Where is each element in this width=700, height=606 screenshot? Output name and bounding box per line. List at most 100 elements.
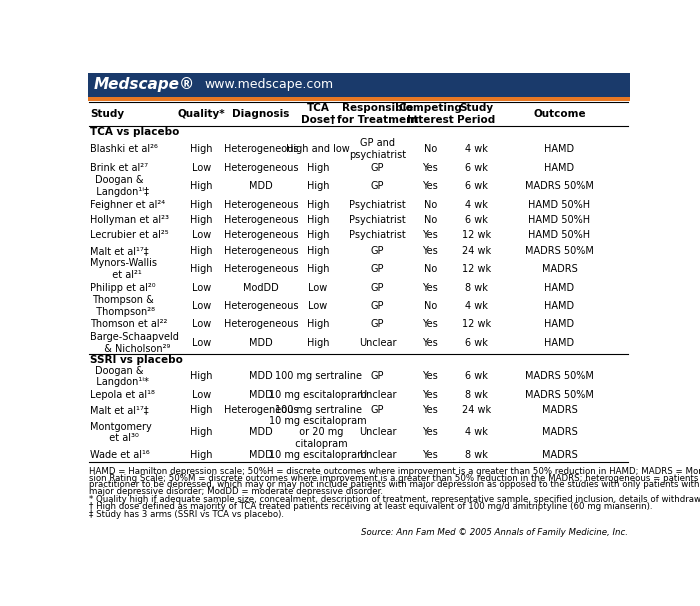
Text: ModDD: ModDD [243,282,279,293]
Text: 8 wk: 8 wk [465,450,488,459]
Text: Low: Low [192,338,211,348]
Text: HAMD: HAMD [545,338,575,348]
Text: major depressive disorder; ModDD = moderate depressive disorder.: major depressive disorder; ModDD = moder… [89,487,383,496]
Text: Yes: Yes [423,181,438,191]
Text: Malt et al¹⁷‡: Malt et al¹⁷‡ [90,246,149,256]
Text: 10 mg escitalopram
  or 20 mg
  citalopram: 10 mg escitalopram or 20 mg citalopram [270,416,367,449]
Text: Low: Low [192,301,211,311]
Text: MADRS: MADRS [542,427,578,438]
Text: High: High [307,162,329,173]
Text: Study
Period: Study Period [457,104,496,125]
Text: High: High [307,246,329,256]
Text: 10 mg escitalopram: 10 mg escitalopram [270,450,367,459]
Text: 12 wk: 12 wk [462,230,491,241]
Text: 6 wk: 6 wk [465,371,488,382]
Text: 4 wk: 4 wk [465,301,488,311]
Text: MADRS 50%M: MADRS 50%M [525,390,594,400]
Text: HAMD: HAMD [545,301,575,311]
Text: ‡ Study has 3 arms (SSRI vs TCA vs placebo).: ‡ Study has 3 arms (SSRI vs TCA vs place… [89,510,284,519]
Text: Low: Low [192,230,211,241]
Text: sion Rating Scale; 50%M = discrete outcomes where improvement is a greater than : sion Rating Scale; 50%M = discrete outco… [89,473,700,482]
Text: High: High [190,246,213,256]
Text: Source: Ann Fam Med © 2005 Annals of Family Medicine, Inc.: Source: Ann Fam Med © 2005 Annals of Fam… [361,528,629,538]
Text: High: High [307,199,329,210]
Text: High: High [190,427,213,438]
Text: HAMD: HAMD [545,282,575,293]
Text: Yes: Yes [423,246,438,256]
Text: Doogan &
  Langdon¹ⁱ‡: Doogan & Langdon¹ⁱ‡ [90,175,149,197]
Text: Thompson &
  Thompson²⁸: Thompson & Thompson²⁸ [90,295,155,317]
Text: No: No [424,301,437,311]
Text: No: No [424,199,437,210]
Text: High: High [190,405,213,415]
Text: No: No [424,264,437,274]
Text: HAMD: HAMD [545,144,575,155]
Text: * Quality high if adequate sample size, concealment, description of treatment, r: * Quality high if adequate sample size, … [89,495,700,504]
Text: 24 wk: 24 wk [462,246,491,256]
Text: GP and
psychiatrist: GP and psychiatrist [349,138,406,160]
Text: Doogan &
  Langdon¹ⁱ*: Doogan & Langdon¹ⁱ* [90,365,149,387]
Text: Thomson et al²²: Thomson et al²² [90,319,167,330]
Text: Yes: Yes [423,371,438,382]
Text: Quality*: Quality* [178,109,225,119]
Text: MADRS: MADRS [542,450,578,459]
Text: High and low: High and low [286,144,350,155]
Text: Low: Low [192,319,211,330]
Text: Yes: Yes [423,319,438,330]
Text: 24 wk: 24 wk [462,405,491,415]
Text: Heterogeneous: Heterogeneous [224,215,298,225]
Text: HAMD 50%H: HAMD 50%H [528,230,591,241]
Text: Responsible
for Treatment: Responsible for Treatment [337,104,419,125]
Text: SSRI vs placebo: SSRI vs placebo [90,355,183,365]
Text: Brink et al²⁷: Brink et al²⁷ [90,162,148,173]
Text: Unclear: Unclear [359,427,396,438]
Text: TCA
Dose†: TCA Dose† [301,104,335,125]
Text: Yes: Yes [423,282,438,293]
Text: GP: GP [371,282,384,293]
Text: Diagnosis: Diagnosis [232,109,290,119]
Text: Outcome: Outcome [533,109,586,119]
Text: 6 wk: 6 wk [465,181,488,191]
Text: MDD: MDD [249,338,273,348]
Text: Psychiatrist: Psychiatrist [349,215,406,225]
Text: MADRS: MADRS [542,405,578,415]
Text: Yes: Yes [423,450,438,459]
Text: High: High [190,144,213,155]
Text: High: High [307,264,329,274]
Text: Heterogeneous: Heterogeneous [224,246,298,256]
Text: 12 wk: 12 wk [462,319,491,330]
Text: 6 wk: 6 wk [465,162,488,173]
Text: Low: Low [192,162,211,173]
Text: MDD: MDD [249,450,273,459]
Text: Heterogeneous: Heterogeneous [224,199,298,210]
Text: Heterogeneous: Heterogeneous [224,230,298,241]
Text: HAMD 50%H: HAMD 50%H [528,215,591,225]
Text: 4 wk: 4 wk [465,144,488,155]
Text: Low: Low [309,282,328,293]
Text: Lecrubier et al²⁵: Lecrubier et al²⁵ [90,230,169,241]
Text: 12 wk: 12 wk [462,264,491,274]
Text: HAMD = Hamilton depression scale; 50%H = discrete outcomes where improvement is : HAMD = Hamilton depression scale; 50%H =… [89,467,700,476]
Text: High: High [190,215,213,225]
Text: HAMD: HAMD [545,162,575,173]
Text: 8 wk: 8 wk [465,282,488,293]
Text: No: No [424,215,437,225]
Text: 100 mg sertraline: 100 mg sertraline [274,405,362,415]
Text: Heterogeneous: Heterogeneous [224,144,298,155]
Text: Yes: Yes [423,162,438,173]
Text: High: High [190,371,213,382]
Text: Lepola et al¹⁸: Lepola et al¹⁸ [90,390,155,400]
Text: MADRS 50%M: MADRS 50%M [525,371,594,382]
Text: MDD: MDD [249,371,273,382]
Text: MADRS: MADRS [542,264,578,274]
Text: Psychiatrist: Psychiatrist [349,230,406,241]
Text: Yes: Yes [423,390,438,400]
Text: Blashki et al²⁶: Blashki et al²⁶ [90,144,158,155]
Text: High: High [307,181,329,191]
Text: Psychiatrist: Psychiatrist [349,199,406,210]
Text: 6 wk: 6 wk [465,215,488,225]
Text: GP: GP [371,319,384,330]
Text: HAMD 50%H: HAMD 50%H [528,199,591,210]
Text: TCA vs placebo: TCA vs placebo [90,127,180,138]
Text: GP: GP [371,301,384,311]
